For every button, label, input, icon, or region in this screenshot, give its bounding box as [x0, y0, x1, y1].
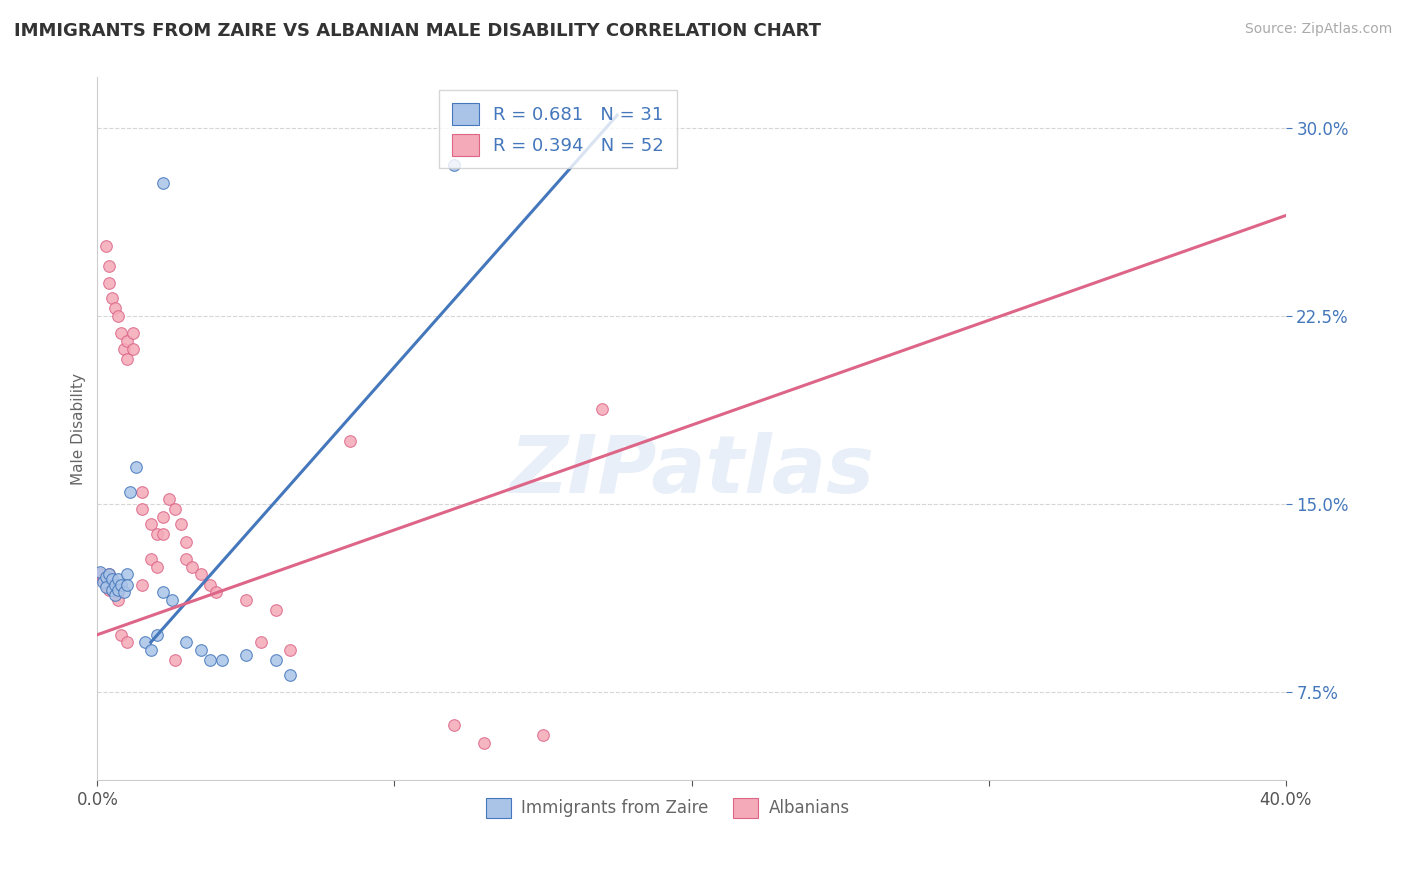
Point [91, 573, 114, 587]
Point [104, 577, 127, 591]
Point [131, 577, 153, 591]
Point [89, 567, 111, 582]
Point [169, 517, 191, 532]
Point [190, 642, 212, 657]
Point [115, 635, 138, 649]
Point [146, 527, 169, 541]
Point [107, 309, 129, 323]
Point [157, 492, 180, 507]
Point [98, 277, 121, 291]
Point [181, 560, 204, 574]
Point [152, 527, 174, 541]
Point [280, 642, 302, 657]
Point [152, 509, 174, 524]
Point [115, 567, 138, 582]
Point [152, 176, 174, 190]
Point [152, 585, 174, 599]
Point [122, 326, 145, 341]
Point [131, 484, 153, 499]
Point [139, 642, 162, 657]
Point [160, 592, 183, 607]
Point [115, 351, 138, 366]
Text: IMMIGRANTS FROM ZAIRE VS ALBANIAN MALE DISABILITY CORRELATION CHART: IMMIGRANTS FROM ZAIRE VS ALBANIAN MALE D… [14, 22, 821, 40]
Point [104, 588, 127, 602]
Point [200, 653, 222, 667]
Point [115, 334, 138, 348]
Point [249, 635, 271, 649]
Point [190, 567, 212, 582]
Text: Source: ZipAtlas.com: Source: ZipAtlas.com [1244, 22, 1392, 37]
Point [134, 635, 156, 649]
Point [112, 342, 135, 356]
Legend: Immigrants from Zaire, Albanians: Immigrants from Zaire, Albanians [479, 791, 856, 825]
Point [235, 592, 257, 607]
Point [110, 577, 132, 591]
Point [89, 565, 111, 579]
Point [531, 728, 554, 742]
Point [176, 552, 198, 566]
Point [98, 259, 121, 273]
Point [472, 736, 495, 750]
Text: ZIPatlas: ZIPatlas [509, 432, 875, 510]
Point [205, 585, 228, 599]
Point [280, 668, 302, 682]
Point [98, 567, 121, 582]
Point [96, 238, 118, 252]
Point [163, 653, 186, 667]
Point [101, 291, 124, 305]
Point [118, 484, 141, 499]
Point [107, 582, 129, 597]
Point [96, 570, 118, 584]
Y-axis label: Male Disability: Male Disability [72, 373, 86, 485]
Point [107, 573, 129, 587]
Point [107, 585, 129, 599]
Point [443, 718, 465, 732]
Point [146, 628, 169, 642]
Point [98, 567, 121, 582]
Point [200, 577, 222, 591]
Point [139, 517, 162, 532]
Point [235, 648, 257, 662]
Point [91, 574, 114, 589]
Point [107, 592, 129, 607]
Point [264, 653, 287, 667]
Point [101, 582, 124, 597]
Point [131, 502, 153, 516]
Point [591, 401, 613, 416]
Point [101, 582, 124, 597]
Point [139, 552, 162, 566]
Point [110, 628, 132, 642]
Point [115, 577, 138, 591]
Point [339, 434, 361, 449]
Point [125, 459, 148, 474]
Point [104, 301, 127, 316]
Point [112, 585, 135, 599]
Point [98, 582, 121, 597]
Point [443, 158, 465, 172]
Point [101, 573, 124, 587]
Point [122, 342, 145, 356]
Point [96, 577, 118, 591]
Point [146, 560, 169, 574]
Point [110, 326, 132, 341]
Point [264, 602, 287, 616]
Point [211, 653, 233, 667]
Point [96, 580, 118, 594]
Point [163, 502, 186, 516]
Point [176, 534, 198, 549]
Point [101, 573, 124, 587]
Point [104, 577, 127, 591]
Point [176, 635, 198, 649]
